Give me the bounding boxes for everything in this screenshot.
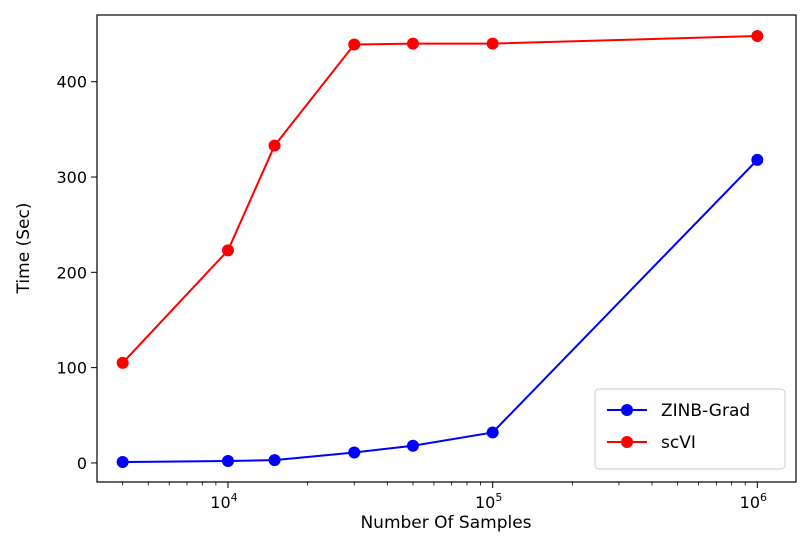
series-layer — [116, 29, 764, 468]
data-point-zinb-grad — [486, 426, 499, 439]
y-axis-ticks: 0 100 200 300 400 — [56, 73, 97, 473]
data-point-scvi — [406, 37, 419, 50]
data-point-zinb-grad — [406, 439, 419, 452]
legend-label-scvi: scVI — [661, 433, 696, 453]
data-point-scvi — [221, 244, 234, 257]
y-tick-label: 400 — [56, 73, 87, 92]
legend-marker-zinb-grad — [621, 404, 633, 416]
x-axis-ticks: 104 105 106 — [122, 482, 767, 512]
data-point-scvi — [116, 356, 129, 369]
y-tick-label: 100 — [56, 359, 87, 378]
legend-marker-scvi — [621, 436, 633, 448]
data-point-scvi — [486, 37, 499, 50]
x-tick-label: 104 — [210, 491, 237, 512]
data-point-scvi — [268, 139, 281, 152]
data-point-zinb-grad — [751, 153, 764, 166]
data-point-zinb-grad — [268, 454, 281, 467]
plot-frame — [96, 14, 797, 483]
data-point-zinb-grad — [221, 455, 234, 468]
y-tick-label: 300 — [56, 168, 87, 187]
y-tick-label: 200 — [56, 263, 87, 282]
x-tick-label: 106 — [740, 491, 767, 512]
data-point-zinb-grad — [348, 446, 361, 459]
data-point-scvi — [348, 38, 361, 51]
legend: ZINB-Grad scVI — [594, 388, 786, 470]
data-point-zinb-grad — [116, 455, 129, 468]
data-point-scvi — [751, 29, 764, 42]
legend-label-zinb-grad: ZINB-Grad — [661, 401, 750, 421]
y-tick-label: 0 — [77, 454, 87, 473]
x-tick-label: 105 — [475, 491, 502, 512]
x-axis-label: Number Of Samples — [360, 513, 531, 533]
y-axis-label: Time (Sec) — [14, 203, 34, 295]
